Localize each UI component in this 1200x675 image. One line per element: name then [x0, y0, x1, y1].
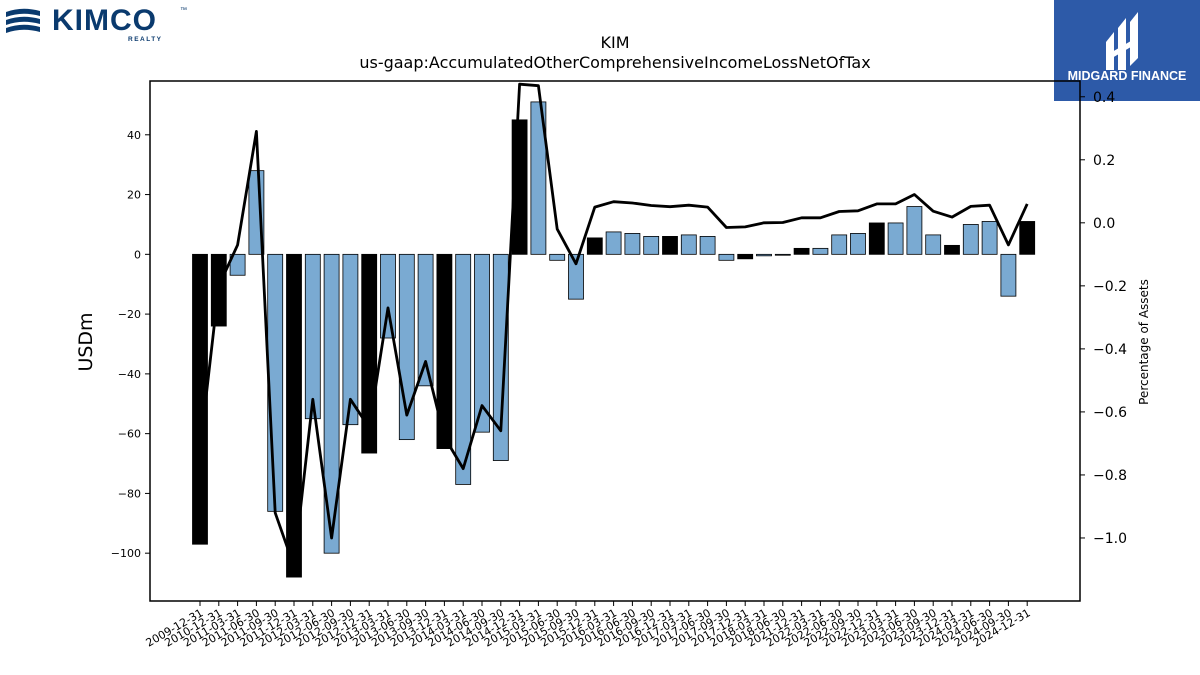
midgard-emblem-icon — [1106, 12, 1138, 70]
y2-tick-label: −0.6 — [1093, 405, 1127, 421]
bar-2016-09-30 — [643, 236, 660, 255]
bar-2017-12-31 — [737, 253, 754, 260]
y2-axis-label: Percentage of Assets — [1137, 279, 1151, 405]
bar-2024-09-30 — [1000, 253, 1017, 297]
y2-tick-label: −0.8 — [1093, 468, 1127, 484]
bar-2018-06-30 — [774, 253, 791, 256]
bar-2014-03-31 — [455, 253, 472, 485]
bar-2016-03-31 — [605, 231, 622, 255]
bar-2015-03-31 — [530, 101, 547, 255]
bar-2017-06-30 — [699, 236, 716, 255]
bar-2012-09-30 — [342, 253, 359, 426]
bar-2013-12-31 — [436, 253, 453, 449]
bar-2023-03-31 — [887, 222, 904, 255]
bar-2015-06-30 — [549, 253, 566, 261]
y-tick-label: 40 — [127, 129, 141, 142]
y-tick-label: 0 — [134, 248, 141, 261]
bar-2013-03-31 — [380, 253, 396, 339]
bar-2014-09-30 — [492, 253, 509, 461]
kimco-waves-icon — [6, 8, 40, 33]
bar-2016-06-30 — [624, 233, 641, 255]
y2-tick-label: 0.2 — [1093, 153, 1115, 169]
bar-2017-09-30 — [718, 253, 735, 261]
kimco-tm: ™ — [180, 7, 187, 14]
y-tick-label: −100 — [111, 547, 141, 560]
bar-2024-12-31 — [1019, 221, 1036, 255]
bar-2022-06-30 — [831, 234, 848, 255]
kimco-wordmark: KIMCO — [52, 4, 157, 37]
y-tick-label: −80 — [118, 487, 141, 500]
bar-2018-03-31 — [756, 253, 772, 257]
y2-tick-label: 0.4 — [1093, 90, 1115, 106]
bar-2011-12-31 — [286, 253, 302, 578]
y-axis-ticks: 40 20 0 −20 −40 −60 −80 −100 — [111, 129, 150, 560]
y2-tick-label: −1.0 — [1093, 531, 1127, 547]
y-axis-label: USDm — [75, 312, 97, 371]
bar-2015-09-30 — [568, 253, 584, 300]
bar-2016-12-31 — [662, 236, 678, 255]
y-tick-label: −60 — [118, 428, 141, 441]
midgard-logo: MIDGARD FINANCE — [1054, 0, 1200, 101]
bar-2024-06-30 — [981, 221, 998, 255]
bar-2023-06-30 — [906, 206, 923, 255]
x-axis-ticks: 2009-12-312010-12-312011-03-312011-06-30… — [144, 601, 1033, 650]
midgard-wordmark: MIDGARD FINANCE — [1068, 69, 1187, 83]
bar-2022-12-31 — [868, 222, 885, 255]
bar-2009-12-31 — [192, 253, 208, 545]
line-group — [198, 82, 1029, 568]
bars-group — [192, 101, 1036, 578]
y2-axis-ticks: 0.4 0.2 0.0 −0.2 −0.4 −0.6 −0.8 −1.0 — [1080, 90, 1127, 547]
y-tick-label: −40 — [118, 368, 141, 381]
y-tick-label: 20 — [127, 189, 141, 202]
kimco-sub: REALTY — [128, 36, 163, 43]
chart-subtitle: us-gaap:AccumulatedOtherComprehensiveInc… — [359, 53, 870, 72]
y2-tick-label: −0.2 — [1093, 279, 1127, 295]
bar-2012-03-31 — [304, 253, 321, 420]
bar-2014-06-30 — [474, 253, 490, 433]
y2-tick-label: −0.4 — [1093, 342, 1127, 358]
bar-2011-03-31 — [229, 253, 246, 276]
bar-2015-12-31 — [586, 237, 603, 255]
bar-2012-06-30 — [323, 253, 340, 554]
bar-2017-03-31 — [680, 234, 697, 255]
bar-2022-03-31 — [812, 247, 829, 255]
bar-2021-12-31 — [793, 247, 810, 255]
midgard-logo-bg — [1054, 0, 1200, 101]
bar-2024-03-31 — [962, 224, 979, 255]
pct-of-assets-line — [198, 82, 1029, 568]
plot-frame — [149, 80, 1081, 602]
bar-2023-09-30 — [925, 234, 942, 255]
y2-tick-label: 0.0 — [1093, 216, 1115, 232]
kimco-logo: KIMCO ™ REALTY — [6, 4, 187, 43]
y-tick-label: −20 — [118, 308, 141, 321]
bar-2023-12-31 — [944, 244, 960, 255]
bar-2013-09-30 — [417, 253, 434, 387]
bar-2022-09-30 — [850, 233, 866, 255]
chart-title: KIM — [600, 33, 629, 52]
